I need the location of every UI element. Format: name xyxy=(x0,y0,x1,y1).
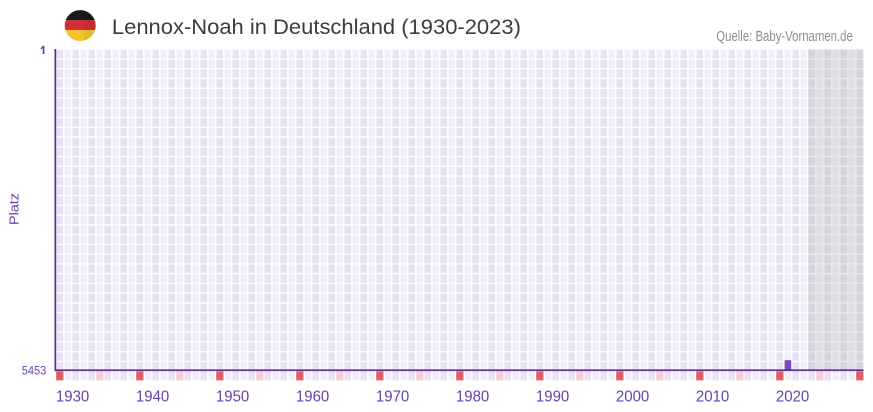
svg-text:Lennox-Noah in Deutschland (19: Lennox-Noah in Deutschland (1930-2023) xyxy=(112,15,521,39)
svg-text:2010: 2010 xyxy=(696,389,730,406)
svg-text:Platz: Platz xyxy=(6,193,21,225)
svg-text:1980: 1980 xyxy=(456,389,490,406)
svg-text:1950: 1950 xyxy=(216,389,250,406)
svg-text:1960: 1960 xyxy=(296,389,330,406)
svg-text:1990: 1990 xyxy=(536,389,570,406)
svg-text:5453: 5453 xyxy=(22,365,47,377)
svg-text:2020: 2020 xyxy=(776,389,810,406)
svg-text:1940: 1940 xyxy=(136,389,170,406)
svg-text:1930: 1930 xyxy=(56,389,90,406)
svg-text:2000: 2000 xyxy=(616,389,650,406)
svg-text:Quelle: Baby-Vornamen.de: Quelle: Baby-Vornamen.de xyxy=(716,29,853,45)
svg-text:1970: 1970 xyxy=(376,389,410,406)
